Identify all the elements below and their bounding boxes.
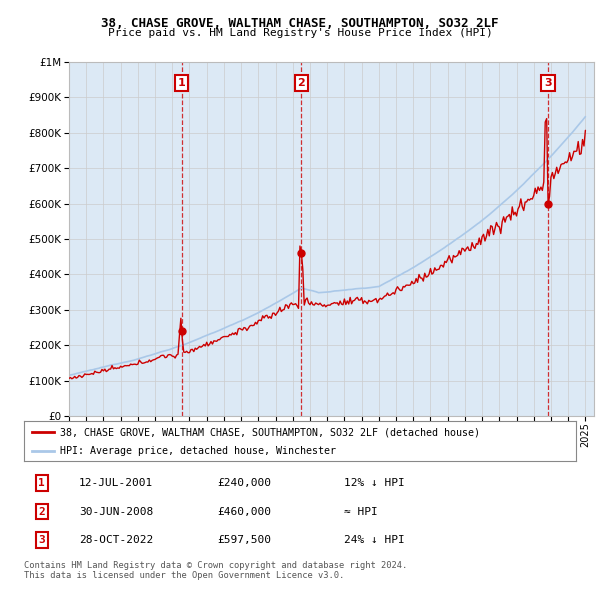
Text: 24% ↓ HPI: 24% ↓ HPI [344,535,405,545]
Text: 28-OCT-2022: 28-OCT-2022 [79,535,154,545]
Text: 30-JUN-2008: 30-JUN-2008 [79,507,154,516]
Text: 38, CHASE GROVE, WALTHAM CHASE, SOUTHAMPTON, SO32 2LF (detached house): 38, CHASE GROVE, WALTHAM CHASE, SOUTHAMP… [60,427,480,437]
Text: £240,000: £240,000 [217,478,271,488]
Text: £460,000: £460,000 [217,507,271,516]
Text: 1: 1 [178,78,185,88]
Text: 1: 1 [38,478,45,488]
Text: Contains HM Land Registry data © Crown copyright and database right 2024.
This d: Contains HM Land Registry data © Crown c… [24,560,407,580]
Text: HPI: Average price, detached house, Winchester: HPI: Average price, detached house, Winc… [60,445,336,455]
Text: 3: 3 [38,535,45,545]
Text: 3: 3 [544,78,552,88]
Text: £597,500: £597,500 [217,535,271,545]
Text: 2: 2 [38,507,45,516]
Text: 2: 2 [298,78,305,88]
Text: Price paid vs. HM Land Registry's House Price Index (HPI): Price paid vs. HM Land Registry's House … [107,28,493,38]
Text: 12% ↓ HPI: 12% ↓ HPI [344,478,405,488]
Text: 12-JUL-2001: 12-JUL-2001 [79,478,154,488]
Text: 38, CHASE GROVE, WALTHAM CHASE, SOUTHAMPTON, SO32 2LF: 38, CHASE GROVE, WALTHAM CHASE, SOUTHAMP… [101,17,499,30]
Text: ≈ HPI: ≈ HPI [344,507,378,516]
